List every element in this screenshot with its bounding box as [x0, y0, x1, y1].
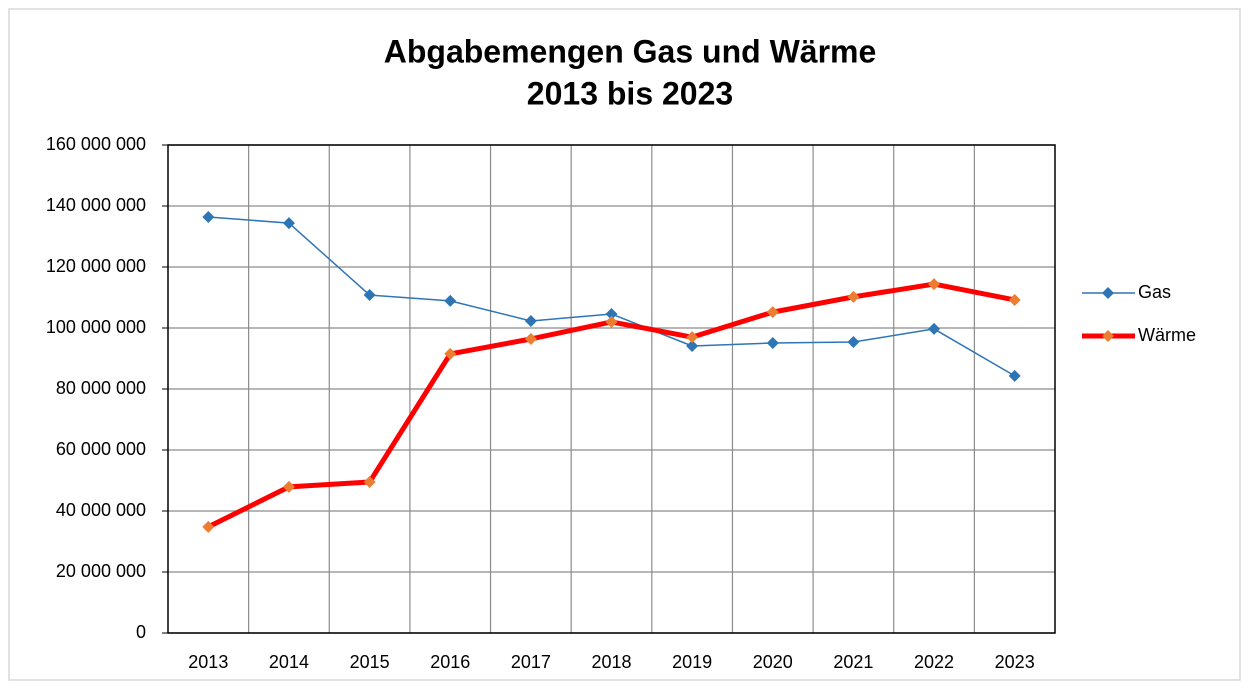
marker [686, 339, 699, 352]
chart-title: 2013 bis 2023 [527, 75, 733, 111]
y-tick-label: 0 [136, 622, 146, 642]
marker [444, 347, 457, 360]
marker [766, 336, 779, 349]
marker [363, 476, 376, 489]
marker [928, 322, 941, 335]
marker [847, 336, 860, 349]
marker [605, 307, 618, 320]
marker [202, 520, 215, 533]
x-tick-label: 2016 [430, 652, 470, 672]
plot-border [167, 144, 1056, 634]
legend-marker [1102, 287, 1114, 299]
legend-marker [1102, 330, 1114, 342]
y-tick-label: 60 000 000 [56, 439, 146, 459]
x-tick-label: 2022 [914, 652, 954, 672]
x-tick-label: 2013 [188, 652, 228, 672]
marker [444, 294, 457, 307]
marker [605, 315, 618, 328]
x-tick-label: 2014 [269, 652, 309, 672]
x-tick-label: 2017 [511, 652, 551, 672]
x-tick-label: 2023 [995, 652, 1035, 672]
marker [1008, 293, 1021, 306]
legend-label: Wärme [1138, 325, 1196, 345]
marker [847, 290, 860, 303]
chart-frame [8, 8, 1241, 681]
y-tick-label: 80 000 000 [56, 378, 146, 398]
x-tick-label: 2021 [833, 652, 873, 672]
marker [282, 480, 295, 493]
chart-title: Abgabemengen Gas und Wärme [384, 33, 877, 69]
y-tick-label: 140 000 000 [46, 195, 146, 215]
x-tick-label: 2020 [753, 652, 793, 672]
y-tick-label: 160 000 000 [46, 134, 146, 154]
marker [1008, 369, 1021, 382]
marker [524, 314, 537, 327]
x-tick-label: 2015 [350, 652, 390, 672]
marker [928, 278, 941, 291]
y-tick-label: 100 000 000 [46, 317, 146, 337]
marker [282, 217, 295, 230]
x-tick-label: 2018 [591, 652, 631, 672]
marker [524, 332, 537, 345]
y-tick-label: 120 000 000 [46, 256, 146, 276]
marker [686, 331, 699, 344]
marker [363, 289, 376, 302]
y-tick-label: 20 000 000 [56, 561, 146, 581]
marker [766, 306, 779, 319]
legend-label: Gas [1138, 282, 1171, 302]
x-tick-label: 2019 [672, 652, 712, 672]
y-tick-label: 40 000 000 [56, 500, 146, 520]
marker [202, 210, 215, 223]
